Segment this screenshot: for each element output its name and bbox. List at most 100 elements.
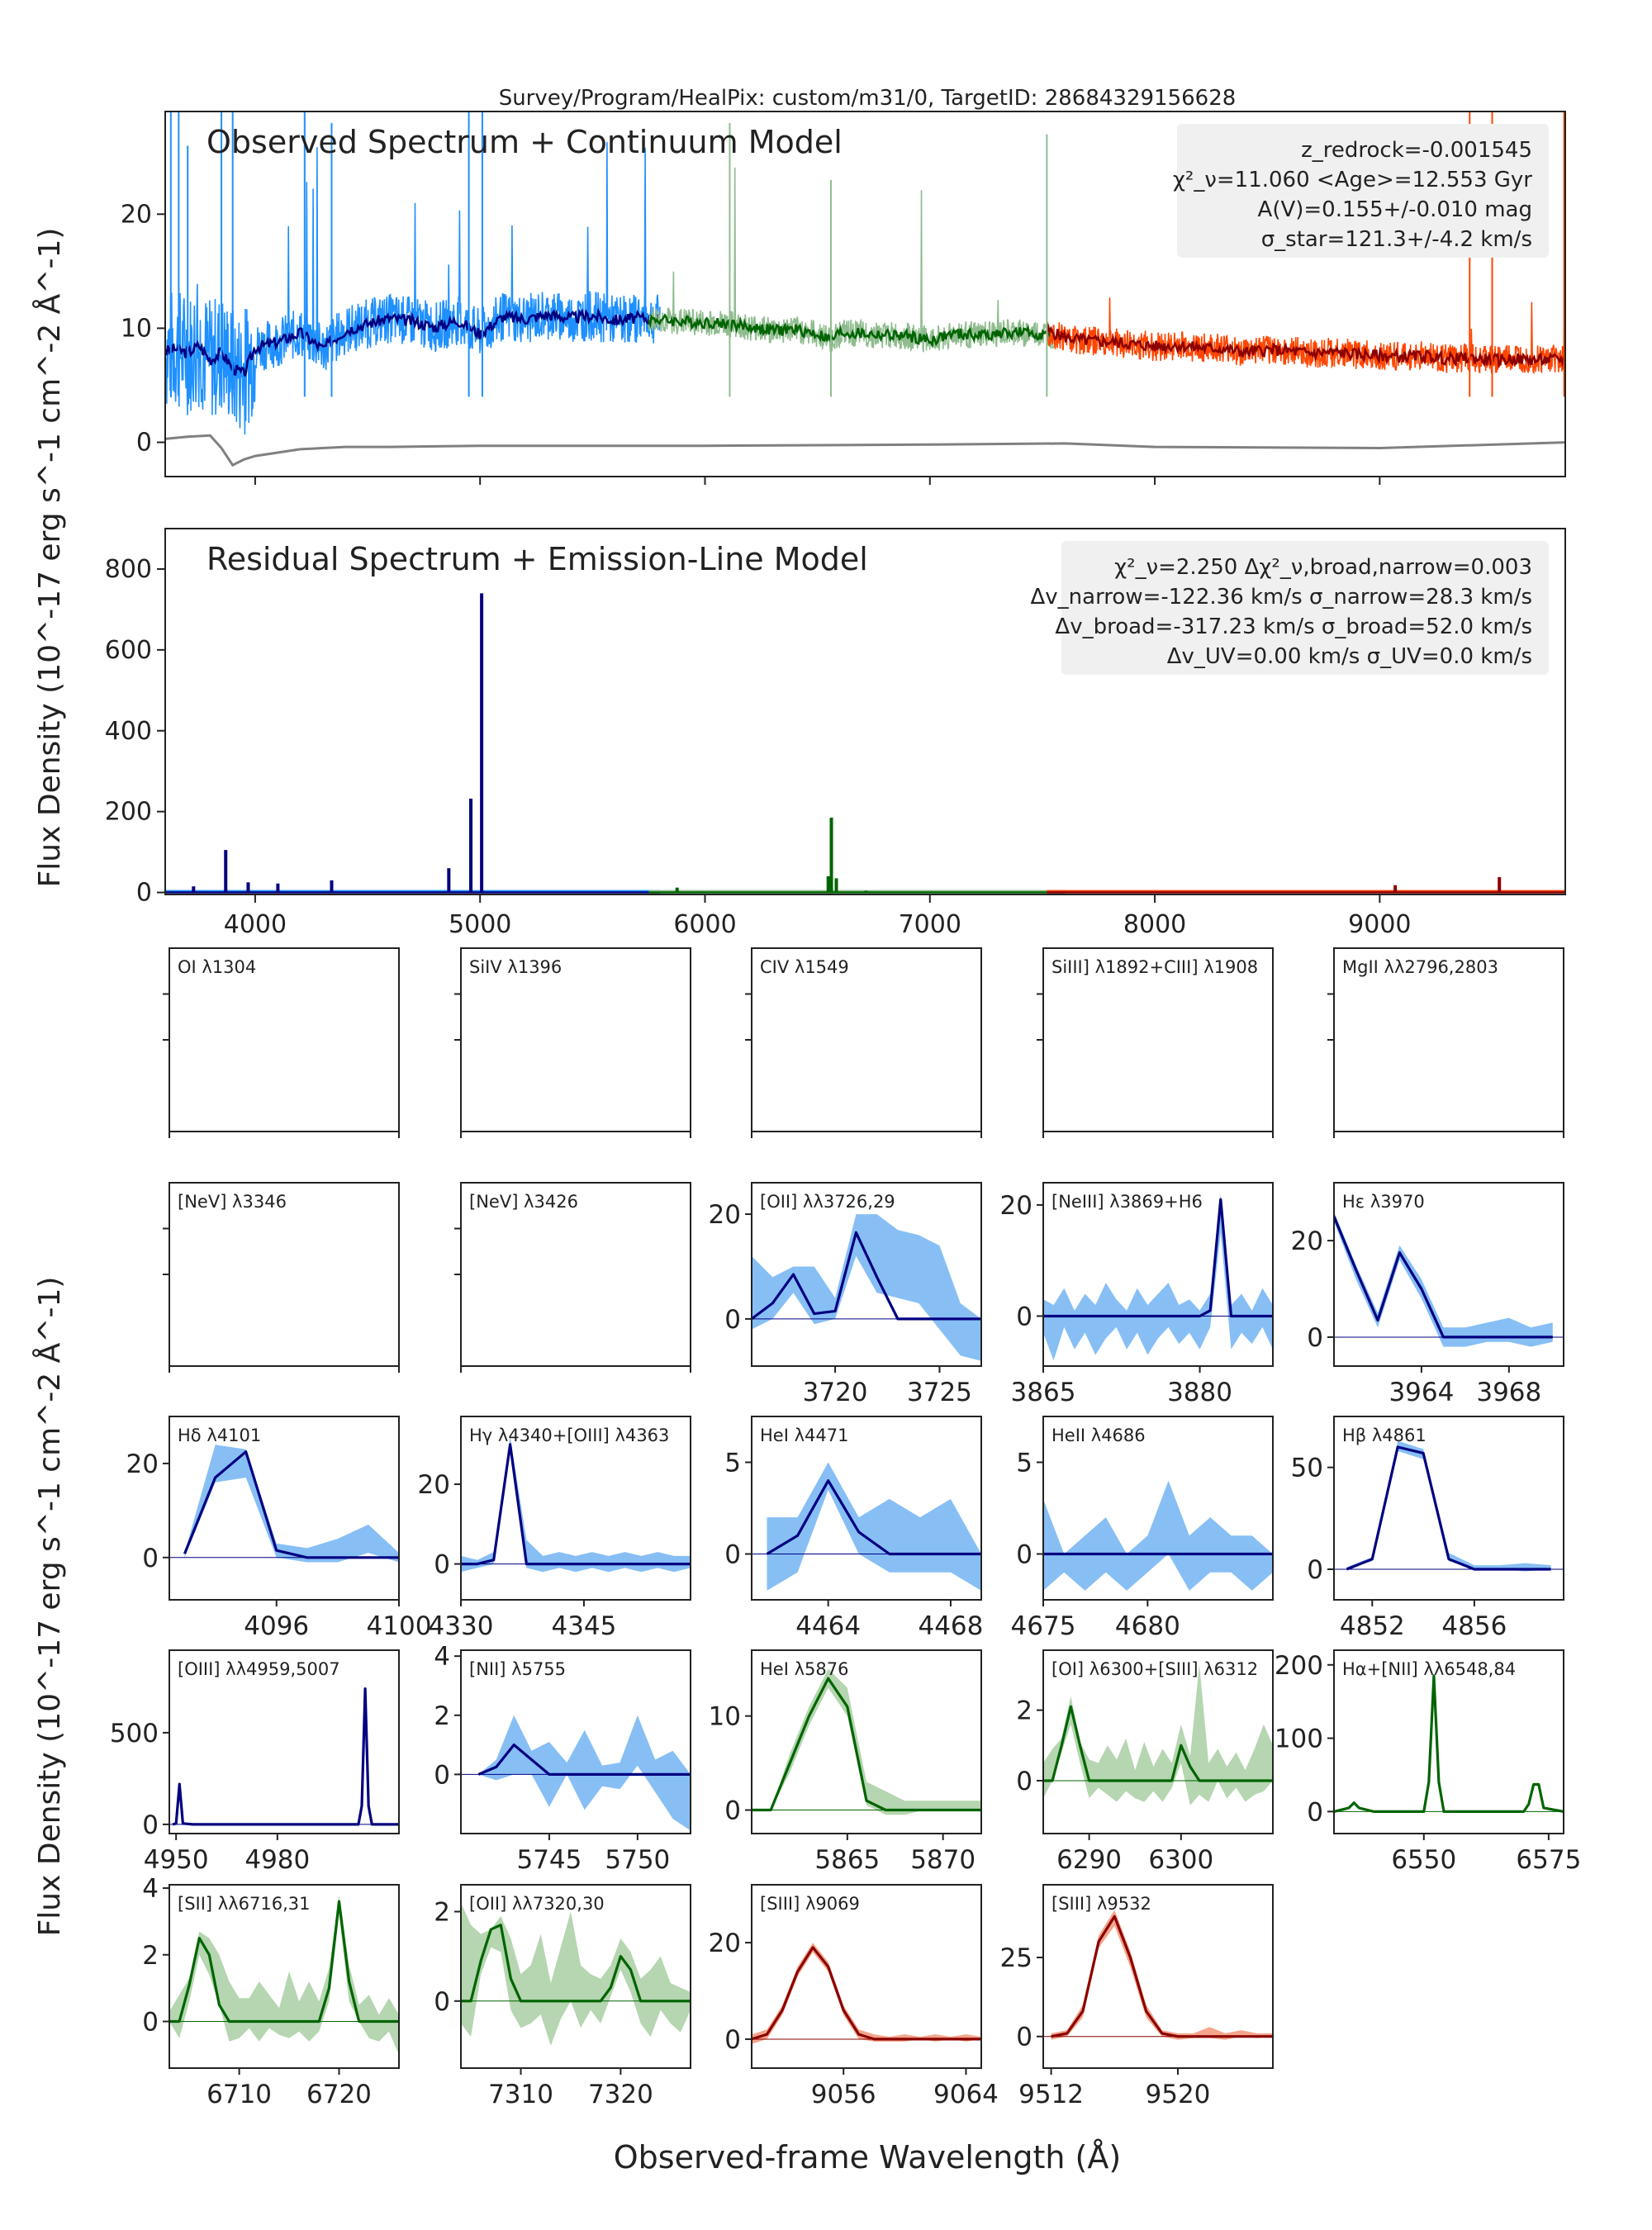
subpanel-CIV1549: CIV λ1549: [745, 947, 982, 1138]
xtick-label: 3720: [803, 1378, 868, 1407]
axes-frame: [1042, 1884, 1274, 2069]
data-uncertainty-band: [461, 1436, 691, 1573]
ytick-label: 20: [1291, 1226, 1323, 1256]
ytick-label: 600: [105, 636, 152, 665]
ytick-label: 0: [142, 1544, 159, 1573]
ytick-label: 2: [142, 1941, 159, 1971]
ytick-label: 25: [1000, 1943, 1032, 1973]
subpanel-title: [OII] λλ7320,30: [469, 1894, 605, 1914]
xtick-label: 3725: [907, 1378, 972, 1407]
xtick-label: 6575: [1516, 1845, 1581, 1875]
subpanel-title: CIV λ1549: [760, 957, 849, 977]
subpanel-OII3726: 0 20 3720 3725 [OII] λλ3726,29: [709, 1182, 982, 1407]
emission-line-model: [1334, 1674, 1564, 1813]
emission-line-model: [1051, 1914, 1273, 2038]
xtick-label: 5865: [814, 1845, 880, 1875]
plot-area: [461, 1436, 691, 1573]
ytick-label: 0: [434, 1760, 450, 1790]
emission-line-model: [1346, 1445, 1551, 1571]
xtick-label: 8000: [1123, 910, 1186, 939]
figure-ylabel-bottom: Flux Density (10^-17 erg s^-1 cm^-2 Å^-1…: [31, 1277, 67, 1937]
xtick-label: 4468: [918, 1611, 983, 1641]
ytick-label: 0: [1016, 1767, 1032, 1796]
subpanel-title: Hα+[NII] λλ6548,84: [1342, 1659, 1516, 1679]
axes-frame: [164, 111, 1566, 477]
emission-line-model: [766, 1479, 981, 1556]
emission-line-model: [752, 1231, 981, 1321]
figure-suptitle: Survey/Program/HealPix: custom/m31/0, Ta…: [499, 86, 1237, 111]
xtick-label: 6300: [1148, 1845, 1213, 1875]
axes-frame: [751, 1416, 982, 1601]
subpanel-title: [OIII] λλ4959,5007: [178, 1659, 340, 1679]
subpanel-NII5755: 0 2 4 5745 5750 [NII] λ5755: [434, 1642, 691, 1875]
info-box: [1177, 124, 1549, 258]
info-line: χ²_ν=11.060 <Age>=12.553 Gyr: [1173, 168, 1532, 192]
subpanel-Halpha6562: 0 100 200 6550 6575 Hα+[NII] λλ6548,84: [1275, 1649, 1581, 1875]
subpanel-title: [NeIII] λ3869+H6: [1051, 1192, 1203, 1212]
xtick-label: 4096: [244, 1611, 309, 1641]
subpanel-OI1304: OI λ1304: [163, 947, 400, 1138]
subpanel-NeIII3869: 0 20 3865 3880 [NeIII] λ3869+H6: [1000, 1182, 1274, 1407]
xtick-label: 9064: [933, 2080, 999, 2109]
data-uncertainty-band: [1043, 1480, 1273, 1591]
ytick-label: 0: [1307, 1323, 1323, 1353]
xtick-label: 6720: [306, 2080, 372, 2109]
xtick-label: 9056: [811, 2080, 876, 2109]
plot-area: [1043, 1664, 1273, 1805]
figure-ylabel-top: Flux Density (10^-17 erg s^-1 cm^-2 Å^-1…: [31, 228, 67, 888]
ytick-label: 5: [1016, 1449, 1032, 1478]
subpanel-title: SiIII] λ1892+CIII] λ1908: [1051, 957, 1258, 977]
ytick-label: 0: [1016, 1302, 1032, 1331]
emission-line-model: [461, 1443, 691, 1566]
xtick-label: 3968: [1476, 1378, 1541, 1407]
subpanel-title: [OII] λλ3726,29: [760, 1192, 895, 1212]
panel-continuum: 0 10 20 Observed Spectrum + Continuum Model…: [121, 111, 1566, 485]
data-uncertainty-band: [461, 1902, 691, 2046]
data-uncertainty-band: [1346, 1440, 1551, 1572]
subpanel-MgII2796: MgII λλ2796,2803: [1327, 947, 1564, 1138]
plot-area: [165, 593, 1565, 894]
figure-xlabel: Observed-frame Wavelength (Å): [614, 2139, 1121, 2175]
ytick-label: 0: [1307, 1555, 1323, 1585]
plot-area: [169, 1895, 399, 2055]
data-uncertainty-band: [1334, 1672, 1564, 1812]
subpanel-title: HeI λ5876: [760, 1659, 848, 1679]
plot-area: [752, 1462, 981, 1591]
ytick-label: 20: [418, 1470, 450, 1500]
axes-frame: [460, 1649, 691, 1834]
axes-frame: [164, 528, 1566, 895]
continuum-residual-curve: [165, 434, 1565, 467]
axes-frame: [169, 1884, 400, 2069]
emission-line-model: [752, 1677, 981, 1812]
emission-line-model: [477, 1744, 691, 1776]
subpanel-title: [NeV] λ3346: [178, 1192, 287, 1212]
ytick-label: 50: [1291, 1454, 1323, 1483]
plot-area: [461, 1902, 691, 2046]
xtick-label: 5870: [910, 1845, 976, 1875]
continuum-model-blue: [165, 307, 660, 377]
ytick-label: 400: [105, 717, 152, 746]
ytick-label: 0: [142, 1810, 159, 1840]
ytick-label: 0: [724, 1540, 741, 1570]
axes-frame: [1042, 1649, 1274, 1834]
ytick-label: 20: [1000, 1191, 1032, 1221]
subpanel-title: SiIV λ1396: [469, 957, 562, 977]
subpanel-title: Hε λ3970: [1342, 1192, 1425, 1212]
info-line: Δv_UV=0.00 km/s σ_UV=0.0 km/s: [1167, 644, 1532, 669]
emission-line-model: [183, 1450, 399, 1559]
subpanel-title: [SII] λλ6716,31: [178, 1894, 310, 1914]
axes-frame: [751, 1182, 982, 1367]
plot-area: [1043, 1480, 1273, 1591]
axes-frame: [751, 1649, 982, 1834]
subpanel-title: HeII λ4686: [1051, 1426, 1146, 1445]
observed-spectrum-blue: [165, 142, 661, 435]
axes-frame: [169, 1649, 400, 1834]
xtick-label: 6290: [1056, 1845, 1122, 1875]
xtick-label: 4680: [1115, 1611, 1180, 1641]
subpanel-NeV3346: [NeV] λ3346: [163, 1182, 400, 1373]
plot-area: [1334, 1440, 1564, 1572]
subpanel-HeI4471: 0 5 4464 4468 HeI λ4471: [724, 1416, 983, 1641]
ytick-label: 0: [142, 2007, 159, 2037]
xtick-label: 4330: [429, 1611, 494, 1641]
